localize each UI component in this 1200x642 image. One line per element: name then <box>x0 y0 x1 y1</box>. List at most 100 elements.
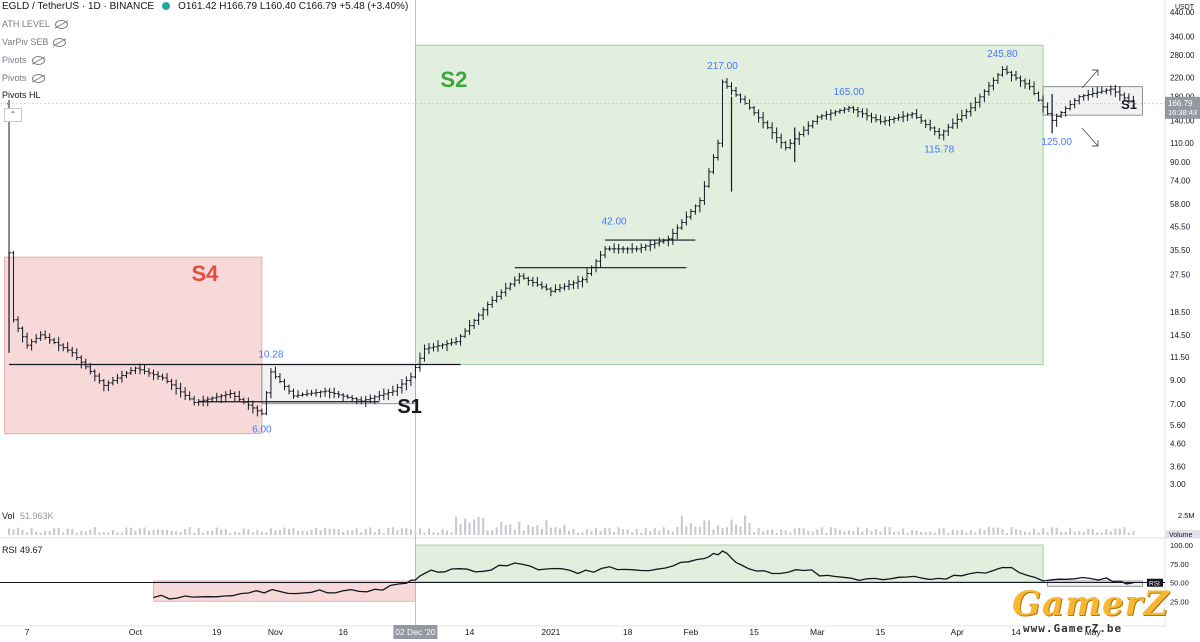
volume-bar <box>622 528 625 535</box>
volume-bar <box>960 529 963 535</box>
volume-bar <box>161 529 164 535</box>
arrow-down-icon <box>1081 127 1099 147</box>
time-axis-tick: Mar <box>810 627 825 637</box>
price-annotation: 165.00 <box>834 87 865 98</box>
price-axis-tick: 18.50 <box>1170 308 1191 317</box>
volume-bar <box>531 526 534 535</box>
volume-bar <box>865 528 868 535</box>
volume-bar <box>1123 527 1126 535</box>
time-axis-tick: 15 <box>876 627 886 637</box>
volume-bar <box>328 528 331 535</box>
volume-bar <box>662 527 665 535</box>
volume-bar <box>134 530 137 535</box>
time-axis-tick: 19 <box>212 627 222 637</box>
time-axis-tick: 7 <box>25 627 30 637</box>
volume-bar <box>170 530 173 535</box>
indicator-legend-pivots-2[interactable]: Pivots <box>2 73 45 84</box>
volume-bar <box>373 532 376 535</box>
volume-bar <box>816 529 819 535</box>
volume-bar <box>798 527 801 535</box>
indicator-legend-pivots-hl[interactable]: Pivots HL <box>2 90 41 100</box>
zone-label-s2: S2 <box>440 67 467 92</box>
volume-bar <box>233 531 236 535</box>
eye-hidden-icon[interactable] <box>31 56 45 66</box>
eye-hidden-icon[interactable] <box>53 38 67 48</box>
volume-bar <box>274 530 277 535</box>
volume-bar <box>807 530 810 535</box>
volume-bar <box>987 527 990 535</box>
price-axis-tick: 3.00 <box>1170 480 1186 489</box>
volume-bar <box>364 528 367 535</box>
volume-bar <box>1114 528 1117 535</box>
volume-bar <box>396 530 399 535</box>
price-axis-tick: 11.50 <box>1170 353 1190 362</box>
volume-bar <box>315 527 318 535</box>
volume-bar <box>1001 528 1004 535</box>
symbol-title[interactable]: EGLD / TetherUS · 1D · BINANCE <box>2 1 155 12</box>
volume-bar <box>405 528 408 535</box>
eye-hidden-icon[interactable] <box>31 74 45 84</box>
volume-bar <box>1055 527 1058 535</box>
volume-bar <box>491 530 494 535</box>
rsi-last-badge <box>1147 578 1163 587</box>
indicator-legend-ath-level[interactable]: ATH LEVEL <box>2 19 68 30</box>
volume-bar <box>856 527 859 535</box>
price-annotation: 245.80 <box>987 49 1018 60</box>
volume-bar <box>599 531 602 535</box>
volume-bar <box>26 532 29 535</box>
indicator-legend-varpiv-seb[interactable]: VarPiv SEB <box>2 37 67 48</box>
countdown-value: 16:38:43 <box>1168 108 1197 117</box>
volume-bar <box>459 524 462 535</box>
volume-axis-badge <box>1165 530 1200 538</box>
volume-bar <box>1096 532 1099 535</box>
volume-bar <box>427 528 430 535</box>
volume-bar <box>1132 531 1135 535</box>
volume-label: Vol <box>2 511 15 521</box>
volume-bar <box>486 530 489 535</box>
collapse-legend-button[interactable]: ⌃ <box>4 108 22 122</box>
volume-bar <box>107 532 110 535</box>
volume-value: 51.963K <box>20 511 54 521</box>
volume-bar <box>789 532 792 535</box>
volume-bar <box>283 527 286 535</box>
volume-bar <box>974 532 977 535</box>
volume-bar <box>247 529 250 535</box>
volume-bar <box>969 529 972 535</box>
volume-bar <box>906 532 909 535</box>
volume-bar <box>504 525 507 535</box>
volume-bar <box>102 532 105 535</box>
rsi-zone <box>153 580 416 602</box>
volume-bar <box>297 530 300 535</box>
volume-bar <box>342 531 345 535</box>
time-axis-tick: 14 <box>1011 627 1021 637</box>
volume-bar <box>1082 532 1085 535</box>
volume-bar <box>762 531 765 535</box>
market-status-dot <box>162 2 171 11</box>
volume-bar <box>98 532 101 535</box>
eye-hidden-icon[interactable] <box>54 20 68 30</box>
zone-label-s4: S4 <box>192 261 220 286</box>
volume-bar <box>843 531 846 535</box>
volume-bar <box>30 527 33 535</box>
time-axis-tick: Apr <box>951 627 964 637</box>
time-axis-tick: Oct <box>129 627 143 637</box>
volume-bar <box>613 531 616 535</box>
volume-bar <box>1042 528 1045 535</box>
volume-bar <box>256 529 259 535</box>
volume-bar <box>35 531 38 535</box>
volume-bar <box>1118 528 1121 535</box>
watermark-url: www.GamerZ.be <box>1023 622 1123 635</box>
price-annotation: 115.78 <box>924 144 954 155</box>
time-axis-tick: 18 <box>623 627 633 637</box>
volume-bar <box>175 531 178 535</box>
price-axis-tick: 90.00 <box>1170 158 1191 167</box>
price-axis-currency: USDT <box>1175 4 1195 11</box>
volume-bar <box>780 529 783 535</box>
volume-bar <box>1037 532 1040 535</box>
indicator-legend-pivots[interactable]: Pivots <box>2 55 45 66</box>
volume-bar <box>179 531 182 535</box>
volume-bar <box>735 524 738 535</box>
price-axis-tick: 14.50 <box>1170 331 1191 340</box>
price-axis-tick: 5.60 <box>1170 421 1186 430</box>
